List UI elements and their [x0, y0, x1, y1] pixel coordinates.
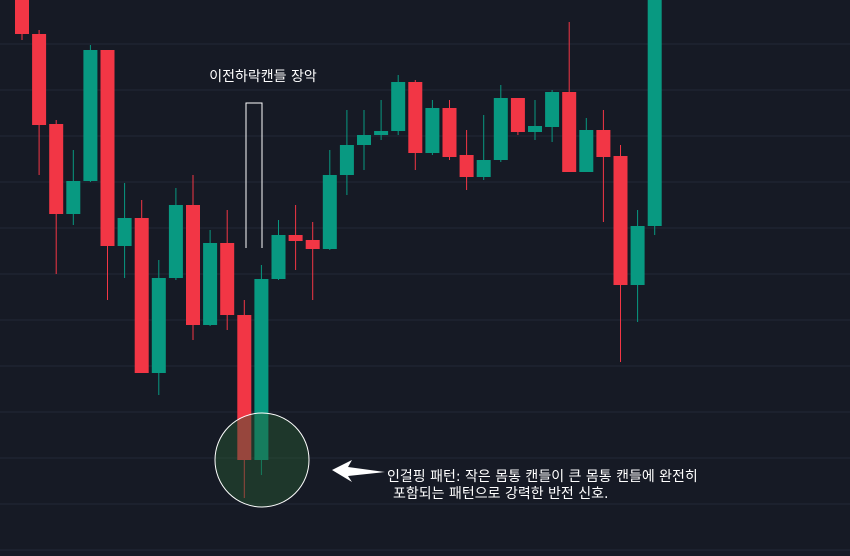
candle-body: [510, 98, 525, 132]
candle-body: [647, 0, 662, 226]
candle-body: [305, 240, 320, 249]
candle-body: [528, 126, 542, 132]
candle-body: [339, 145, 354, 175]
candle-body: [117, 218, 132, 246]
highlight-circle: [214, 412, 310, 508]
candle-body: [408, 82, 423, 153]
candle-body: [613, 156, 628, 285]
candle-body: [134, 218, 149, 373]
candle-body: [254, 279, 269, 460]
candle-body: [493, 98, 508, 160]
candle-body: [425, 108, 440, 153]
candle-body: [66, 181, 81, 214]
candle-body: [459, 155, 474, 177]
candle-body: [579, 130, 594, 172]
candle-body: [322, 175, 337, 249]
candle-body: [168, 205, 183, 278]
candles: [15, 0, 662, 498]
candle-body: [271, 235, 286, 279]
arrow: [332, 460, 385, 482]
candle-body: [374, 131, 389, 135]
candle-body: [151, 278, 166, 373]
candle-body: [476, 160, 491, 177]
annotation: 이전하락캔들 장악: [209, 69, 317, 85]
candle-body: [15, 0, 29, 34]
candle-body: [220, 243, 235, 315]
candle-body: [186, 205, 200, 325]
candle-body: [203, 243, 218, 325]
candle-body: [545, 92, 560, 127]
candle-body: [630, 226, 645, 285]
annotation: 포함되는 패턴으로 강력한 반전 신호.: [393, 486, 608, 502]
candle-body: [391, 82, 406, 131]
candle-body: [288, 235, 303, 241]
annotation: 인걸핑 패턴: 작은 몸통 캔들이 큰 몸통 캔들에 완전히: [387, 469, 698, 485]
candle-body: [32, 34, 47, 125]
candle-body: [562, 92, 577, 172]
candle-body: [237, 315, 252, 460]
candle-body: [357, 135, 371, 145]
candle-body: [442, 108, 457, 157]
candle-body: [596, 130, 611, 157]
candle-body: [49, 124, 64, 214]
candle-body: [100, 50, 115, 246]
bracket: [245, 102, 263, 248]
candle-body: [83, 50, 98, 181]
